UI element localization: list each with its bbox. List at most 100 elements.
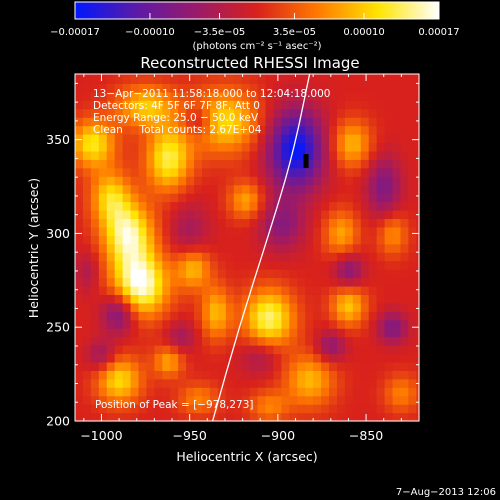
heatmap-cell <box>90 100 100 110</box>
heatmap-cell <box>321 74 330 84</box>
heatmap-cell <box>114 201 124 211</box>
heatmap-cell <box>249 74 259 84</box>
heatmap-cell <box>352 277 362 287</box>
heatmap-cell <box>170 412 179 422</box>
heatmap-cell <box>202 167 211 177</box>
heatmap-cell <box>384 218 394 228</box>
heatmap-cell <box>98 311 108 321</box>
heatmap-cell <box>321 150 330 160</box>
heatmap-cell <box>138 74 148 84</box>
heatmap-cell <box>416 91 420 101</box>
heatmap-cell <box>297 404 306 414</box>
x-tick-label: −1000 <box>80 428 122 443</box>
heatmap-cell <box>392 193 402 203</box>
heatmap-cell <box>360 74 370 84</box>
heatmap-cell <box>368 269 378 279</box>
heatmap-cell <box>297 184 306 194</box>
heatmap-cell <box>289 218 298 228</box>
heatmap-cell <box>202 117 211 127</box>
heatmap-cell <box>106 117 116 127</box>
heatmap-cell <box>416 302 420 312</box>
heatmap-cell <box>178 218 187 228</box>
heatmap-cell <box>202 150 211 160</box>
heatmap-cell <box>122 336 132 346</box>
heatmap-cell <box>146 353 155 363</box>
heatmap-cell <box>98 395 108 405</box>
heatmap-cell <box>368 159 378 169</box>
heatmap-cell <box>209 142 219 152</box>
heatmap-cell <box>75 277 84 287</box>
heatmap-cell <box>392 378 402 388</box>
heatmap-cell <box>297 370 306 380</box>
heatmap-cell <box>114 260 124 270</box>
heatmap-cell <box>130 150 140 160</box>
heatmap-cell <box>376 353 386 363</box>
heatmap-cell <box>194 345 203 355</box>
heatmap-cell <box>82 269 92 279</box>
heatmap-cell <box>281 226 290 236</box>
heatmap-cell <box>146 302 155 312</box>
heatmap-cell <box>257 201 267 211</box>
heatmap-cell <box>321 302 330 312</box>
heatmap-cell <box>297 159 306 169</box>
heatmap-cell <box>376 108 386 118</box>
heatmap-cell <box>233 370 243 380</box>
heatmap-cell <box>98 277 108 287</box>
heatmap-cell <box>281 336 290 346</box>
heatmap-cell <box>257 243 267 253</box>
heatmap-cell <box>186 100 195 110</box>
heatmap-cell <box>273 125 282 135</box>
heatmap-cell <box>376 395 386 405</box>
heatmap-cell <box>313 353 322 363</box>
heatmap-cell <box>249 193 259 203</box>
heatmap-cell <box>154 218 163 228</box>
heatmap-cell <box>257 91 267 101</box>
heatmap-cell <box>98 235 108 245</box>
heatmap-cell <box>273 159 282 169</box>
heatmap-cell <box>336 395 346 405</box>
heatmap-cell <box>186 260 195 270</box>
heatmap-cell <box>273 387 282 397</box>
heatmap-cell <box>281 260 290 270</box>
heatmap-cell <box>225 83 235 93</box>
heatmap-cell <box>106 260 116 270</box>
heatmap-cell <box>305 260 314 270</box>
heatmap-cell <box>408 150 417 160</box>
heatmap-cell <box>146 150 155 160</box>
heatmap-cell <box>297 361 306 371</box>
peak-position-label: Position of Peak = [−978,273] <box>95 399 254 411</box>
heatmap-cell <box>297 218 306 228</box>
heatmap-cell <box>368 302 378 312</box>
heatmap-cell <box>106 319 116 329</box>
heatmap-cell <box>408 193 417 203</box>
heatmap-cell <box>241 387 251 397</box>
heatmap-cell <box>305 361 314 371</box>
heatmap-cell <box>265 218 275 228</box>
heatmap-cell <box>90 285 100 295</box>
heatmap-cell <box>257 302 267 312</box>
heatmap-cell <box>154 226 163 236</box>
heatmap-cell <box>138 91 148 101</box>
heatmap-cell <box>154 345 163 355</box>
heatmap-cell <box>416 159 420 169</box>
heatmap-cell <box>82 159 92 169</box>
heatmap-cell <box>217 142 227 152</box>
heatmap-cell <box>75 260 84 270</box>
heatmap-cell <box>352 134 362 144</box>
heatmap-cell <box>225 277 235 287</box>
heatmap-cell <box>281 294 290 304</box>
heatmap-cell <box>114 218 124 228</box>
heatmap-cell <box>392 108 402 118</box>
heatmap-cell <box>106 201 116 211</box>
heatmap-cell <box>170 353 179 363</box>
heatmap-cell <box>384 125 394 135</box>
heatmap-cell <box>265 117 275 127</box>
heatmap-cell <box>75 226 84 236</box>
heatmap-cell <box>202 134 211 144</box>
heatmap-cell <box>241 74 251 76</box>
heatmap-cell <box>82 209 92 220</box>
heatmap-cell <box>233 74 243 84</box>
heatmap-cell <box>336 209 346 220</box>
heatmap-cell <box>368 184 378 194</box>
heatmap-cell <box>75 167 84 177</box>
